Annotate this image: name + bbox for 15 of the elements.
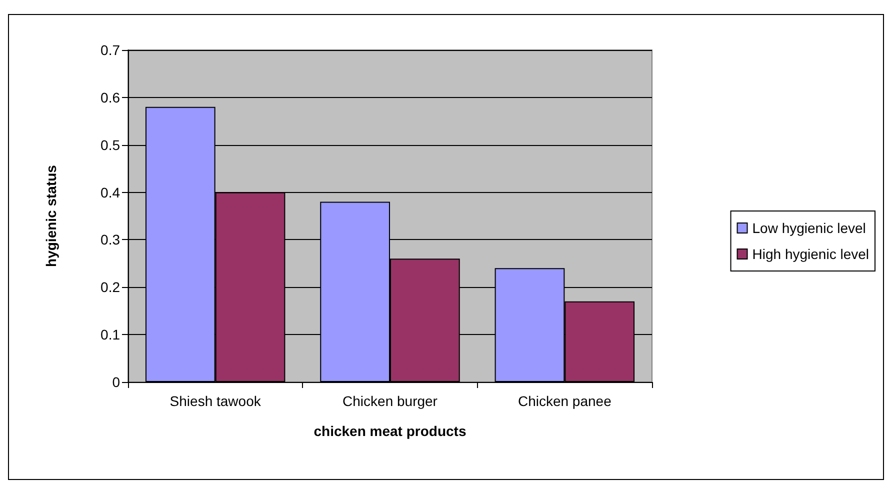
legend-label: High hygienic level bbox=[752, 246, 870, 262]
x-tick-label: Chicken panee bbox=[518, 393, 612, 409]
x-tick-label: Chicken burger bbox=[342, 393, 438, 409]
y-tick-label: 0.3 bbox=[100, 232, 120, 248]
y-tick-label: 0.4 bbox=[100, 184, 120, 200]
y-tick-label: 0.2 bbox=[100, 279, 120, 296]
y-tick-label: 0.7 bbox=[100, 42, 120, 58]
y-tick-label: 0 bbox=[112, 374, 120, 390]
y-tick-label: 0.5 bbox=[100, 136, 120, 153]
x-axis-title: chicken meat products bbox=[314, 423, 466, 439]
legend-label: Low hygienic level bbox=[752, 220, 866, 236]
y-tick-label: 0.1 bbox=[100, 326, 120, 343]
y-axis-title: hygienic status bbox=[43, 164, 59, 267]
y-tick-label: 0.6 bbox=[100, 89, 120, 106]
x-tick-label: Shiesh tawook bbox=[170, 393, 262, 409]
